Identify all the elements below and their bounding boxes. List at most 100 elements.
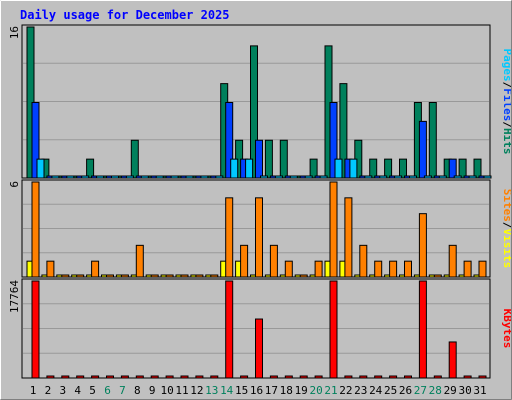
panel-legend: Sites/Visits <box>501 189 512 269</box>
bar-pages-day-18 <box>289 175 298 179</box>
bar-visits-day-4 <box>76 274 85 278</box>
bar-pages-day-9 <box>155 175 164 179</box>
bar-visits-day-17 <box>269 244 278 278</box>
bar-kbytes-day-8 <box>135 375 144 379</box>
y-max-label: 16 <box>8 26 21 39</box>
bar-hits-day-20 <box>309 158 318 179</box>
bar-kbytes-day-15 <box>240 375 249 379</box>
bar-kbytes-day-5 <box>91 375 100 379</box>
bar-hits-day-17 <box>264 139 273 179</box>
bar-hits-day-22 <box>339 83 348 179</box>
day-label-15: 15 <box>235 384 248 397</box>
day-label-14: 14 <box>220 384 234 397</box>
bar-kbytes-day-21 <box>329 280 338 379</box>
day-label-6: 6 <box>104 384 111 397</box>
bar-hits-day-24 <box>369 158 378 179</box>
bar-kbytes-day-27 <box>418 280 427 379</box>
y-max-label: 6 <box>8 181 21 188</box>
bar-pages-day-25 <box>394 175 403 179</box>
legend-item: / <box>501 82 512 89</box>
bar-pages-day-14 <box>230 158 239 179</box>
bar-kbytes-day-20 <box>314 375 323 379</box>
day-labels: 1 2 3 4 5 6 7 8 9 10 11 12 13 14 15 16 17 18 19 20 21 22 23 24 2… <box>30 384 487 397</box>
bar-pages-day-8 <box>140 175 149 179</box>
bar-pages-day-21 <box>334 158 343 179</box>
bar-visits-day-8 <box>135 244 144 278</box>
bar-pages-day-1 <box>36 158 45 179</box>
day-label-27: 27 <box>414 384 427 397</box>
bar-kbytes-day-6 <box>106 375 114 379</box>
bar-kbytes-day-3 <box>61 375 70 379</box>
bar-kbytes-day-2 <box>46 375 55 379</box>
day-label-21: 21 <box>324 384 337 397</box>
bar-pages-day-11 <box>185 175 194 179</box>
bar-kbytes-day-22 <box>344 375 353 379</box>
bar-pages-day-28 <box>438 175 447 179</box>
bar-visits-day-21 <box>329 181 338 278</box>
bar-kbytes-day-19 <box>299 375 308 379</box>
bar-visits-day-27 <box>418 213 427 278</box>
bar-hits-day-25 <box>384 158 393 179</box>
day-label-17: 17 <box>265 384 278 397</box>
panel-legend: KBytes <box>501 309 512 349</box>
bar-pages-day-26 <box>409 175 417 179</box>
bar-visits-day-16 <box>255 197 263 278</box>
bar-visits-day-31 <box>478 260 487 278</box>
bar-kbytes-day-12 <box>195 375 204 379</box>
bar-hits-day-18 <box>279 139 288 179</box>
panel-kbytes: 17764 KBytes <box>8 278 512 379</box>
bar-pages-day-30 <box>468 175 477 179</box>
day-label-23: 23 <box>354 384 367 397</box>
bar-pages-day-23 <box>364 175 373 179</box>
day-label-4: 4 <box>74 384 81 397</box>
bar-visits-day-14 <box>225 197 234 278</box>
bar-kbytes-day-23 <box>359 375 368 379</box>
day-label-11: 11 <box>175 384 188 397</box>
bar-pages-day-6 <box>111 175 119 179</box>
bar-kbytes-day-9 <box>150 375 159 379</box>
bar-visits-day-20 <box>314 260 323 278</box>
day-label-13: 13 <box>205 384 218 397</box>
bar-kbytes-day-28 <box>433 375 442 379</box>
day-label-5: 5 <box>89 384 96 397</box>
day-label-25: 25 <box>384 384 397 397</box>
bar-files-day-27 <box>418 120 427 179</box>
bar-pages-day-15 <box>245 158 254 179</box>
day-label-28: 28 <box>429 384 442 397</box>
day-label-12: 12 <box>190 384 203 397</box>
day-label-31: 31 <box>473 384 486 397</box>
bar-kbytes-day-29 <box>448 341 457 379</box>
bar-kbytes-day-17 <box>269 375 278 379</box>
bar-visits-day-11 <box>180 274 189 278</box>
bar-pages-day-10 <box>170 175 179 179</box>
day-label-1: 1 <box>30 384 37 397</box>
bar-visits-day-22 <box>344 197 353 278</box>
bar-visits-day-13 <box>210 274 219 278</box>
bar-visits-day-9 <box>150 274 159 278</box>
legend-item: / <box>501 222 512 229</box>
bar-kbytes-day-13 <box>210 375 219 379</box>
bar-pages-day-27 <box>423 175 432 179</box>
bar-kbytes-day-16 <box>255 318 263 379</box>
bar-files-day-14 <box>225 102 234 179</box>
bar-visits-day-24 <box>374 260 383 278</box>
day-label-8: 8 <box>134 384 141 397</box>
day-label-19: 19 <box>295 384 308 397</box>
bar-visits-day-10 <box>165 274 174 278</box>
day-label-7: 7 <box>119 384 126 397</box>
panel-visits-sites: 6 Sites/Visits <box>8 179 512 278</box>
bar-visits-day-3 <box>61 274 70 278</box>
bar-pages-day-29 <box>453 175 462 179</box>
legend-item: Pages <box>501 49 512 82</box>
bar-visits-day-23 <box>359 244 368 278</box>
bar-pages-day-16 <box>260 175 268 179</box>
chart-panels: 16Pages/Files/Hits6Sites/Visits17764KByt… <box>8 24 512 379</box>
bar-kbytes-day-30 <box>463 375 472 379</box>
bar-kbytes-day-7 <box>120 375 129 379</box>
bar-pages-day-4 <box>81 175 90 179</box>
bar-visits-day-2 <box>46 260 55 278</box>
bar-hits-day-5 <box>86 158 95 179</box>
chart-title: Daily usage for December 2025 <box>20 8 230 22</box>
